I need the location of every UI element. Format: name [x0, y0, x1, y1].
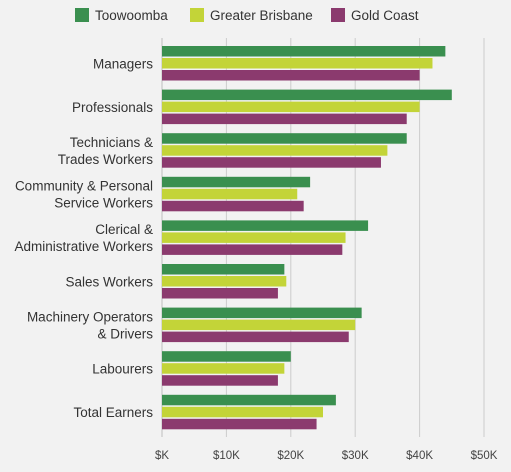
bar-greater-brisbane — [162, 363, 285, 374]
x-tick-label: $50K — [471, 450, 498, 462]
bar-greater-brisbane — [162, 276, 287, 287]
category-label: Clerical & Administrative Workers — [14, 222, 153, 254]
bar-toowoomba — [162, 307, 362, 319]
bar-gold-coast — [162, 157, 381, 168]
legend-swatch — [190, 8, 204, 22]
legend-swatch — [331, 8, 345, 22]
bar-gold-coast — [162, 113, 407, 125]
bar-gold-coast — [162, 200, 304, 212]
bar-toowoomba — [162, 351, 291, 362]
category-label: Technicians & Trades Workers — [58, 135, 154, 167]
legend-item-greater-brisbane[interactable]: Greater Brisbane — [190, 8, 313, 23]
bar-greater-brisbane — [162, 188, 298, 200]
bars — [162, 46, 452, 430]
bar-greater-brisbane — [162, 232, 346, 243]
x-axis-tick-labels: $K $10K $20K $30K $40K $50K — [155, 450, 498, 462]
bar-gold-coast — [162, 331, 349, 343]
bar-greater-brisbane — [162, 145, 388, 156]
bar-toowoomba — [162, 264, 285, 275]
bar-gold-coast — [162, 244, 343, 255]
legend-label: Greater Brisbane — [210, 8, 313, 23]
bar-gold-coast — [162, 375, 278, 386]
bar-toowoomba — [162, 46, 446, 57]
x-tick-label: $40K — [406, 450, 433, 462]
bar-greater-brisbane — [162, 319, 356, 331]
bar-toowoomba — [162, 133, 407, 144]
legend-item-toowoomba[interactable]: Toowoomba — [75, 8, 168, 23]
x-tick-label: $10K — [213, 450, 240, 462]
legend-label: Gold Coast — [351, 8, 419, 23]
bar-toowoomba — [162, 220, 369, 231]
category-label: Community & Personal Service Workers — [15, 179, 153, 211]
x-tick-label: $K — [155, 450, 169, 462]
category-label: Professionals — [72, 100, 153, 115]
bar-gold-coast — [162, 418, 317, 430]
category-labels: Managers Professionals Technicians & Trades… — [14, 56, 153, 420]
bar-toowoomba — [162, 176, 311, 188]
legend[interactable]: Toowoomba Greater Brisbane Gold Coast — [75, 8, 419, 23]
category-label: Sales Workers — [65, 274, 153, 289]
category-label: Labourers — [92, 361, 153, 376]
legend-item-gold-coast[interactable]: Gold Coast — [331, 8, 419, 23]
bar-greater-brisbane — [162, 101, 420, 113]
x-tick-label: $30K — [342, 450, 369, 462]
bar-gold-coast — [162, 70, 420, 81]
bar-greater-brisbane — [162, 406, 323, 418]
category-label: Total Earners — [73, 405, 153, 420]
category-label: Machinery Operators & Drivers — [27, 309, 153, 341]
bar-greater-brisbane — [162, 58, 433, 69]
bar-gold-coast — [162, 288, 278, 299]
category-label: Managers — [93, 56, 153, 71]
legend-swatch — [75, 8, 89, 22]
legend-label: Toowoomba — [95, 8, 168, 23]
x-tick-label: $20K — [277, 450, 304, 462]
bar-toowoomba — [162, 394, 336, 406]
bar-toowoomba — [162, 89, 452, 101]
